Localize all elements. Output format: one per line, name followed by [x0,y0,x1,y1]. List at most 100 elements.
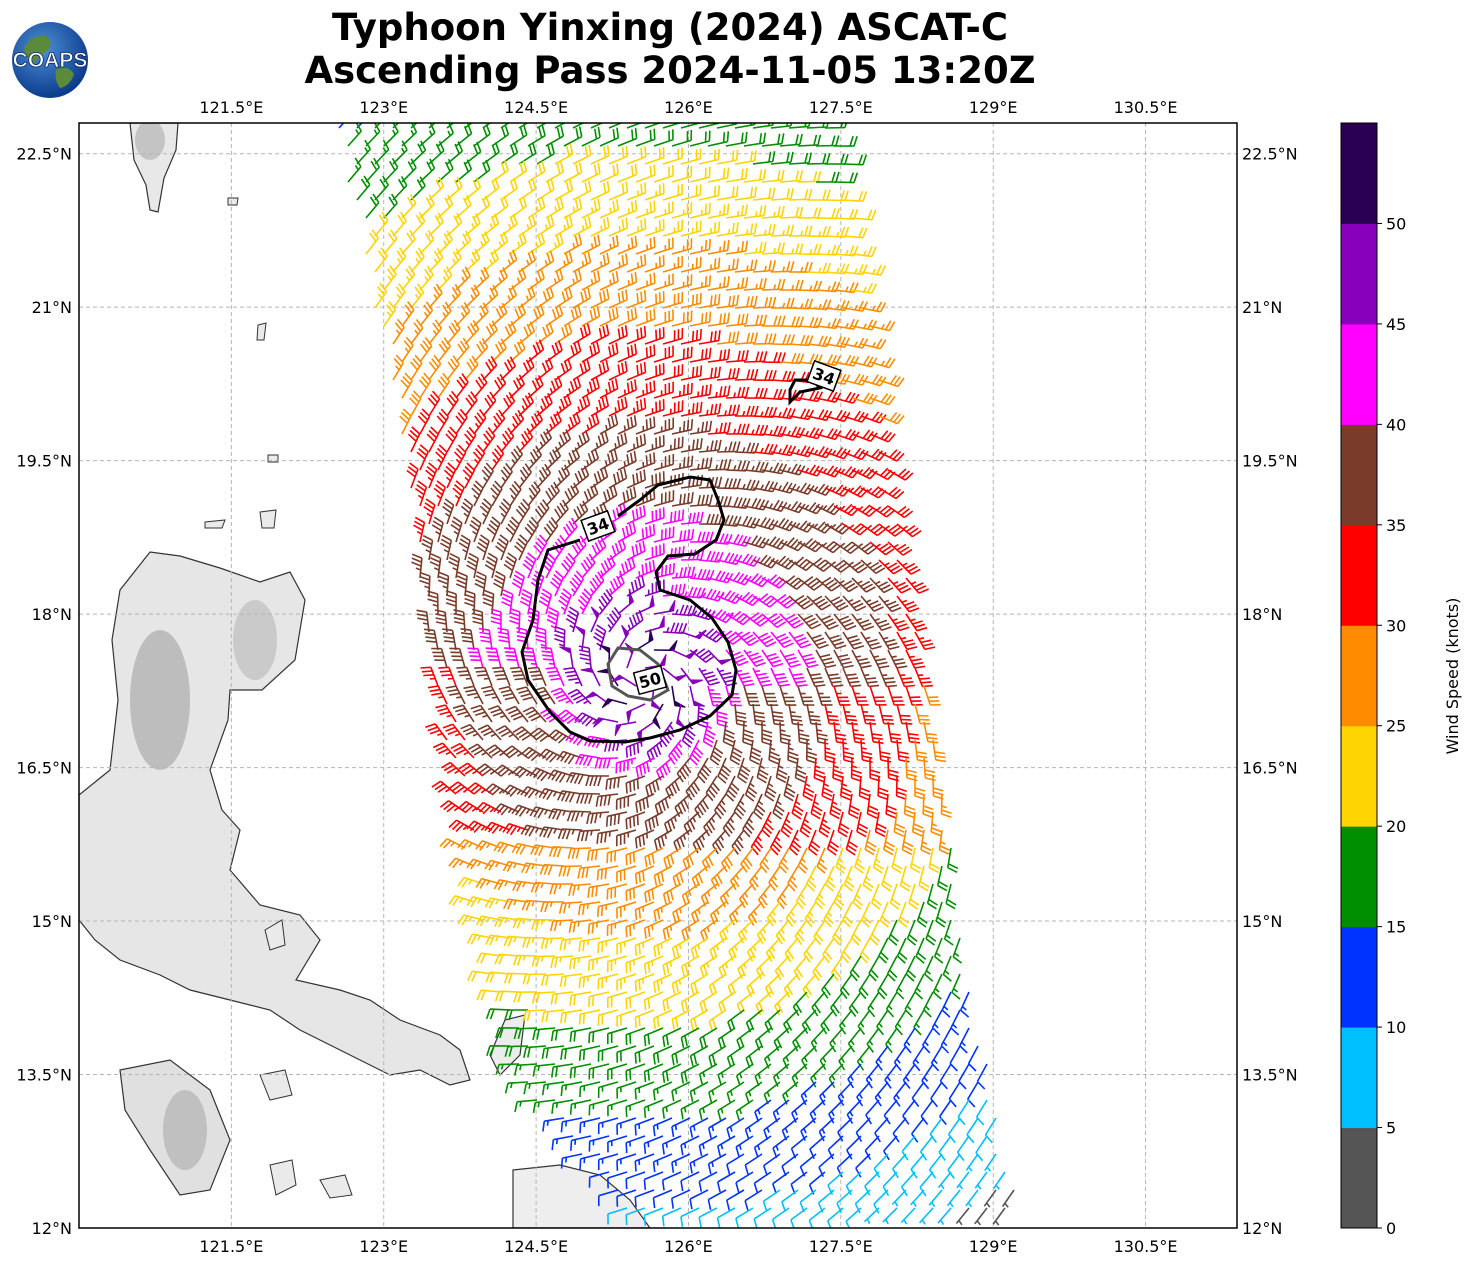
wind-barb [392,140,408,165]
wind-barb [587,955,610,971]
wind-barb [635,128,656,147]
wind-barb [437,230,453,255]
wind-barb [514,534,529,561]
wind-barb [780,279,804,291]
wind-barb [617,199,638,219]
wind-barb [950,1009,961,1036]
wind-barb [824,631,847,650]
wind-barb [680,365,703,381]
wind-barb [513,991,538,1003]
lon-ticks-bottom: 121.5°E 123°E 124.5°E 126°E 127.5°E 129°E 130.… [199,1237,1177,1256]
wind-barb [449,781,475,795]
wind-barb-flag [574,625,586,637]
wind-barb [606,883,628,900]
wind-barb [570,1135,592,1151]
wind-barb [797,538,824,553]
wind-barb [879,901,891,928]
wind-barb [522,973,547,985]
wind-barb [699,1027,718,1049]
wind-barb-flag [601,698,614,709]
colorbar-tick-label: 15 [1386,918,1406,937]
wind-barb [513,1063,538,1076]
wind-barb [914,703,931,725]
wind-barb [716,1171,736,1193]
wind-barb [830,955,844,982]
wind-barb [797,847,809,874]
wind-barb [885,793,897,819]
wind-barb [443,462,457,489]
wind-barb [365,229,379,255]
wind-barb [945,883,957,910]
wind-barb [532,1063,556,1077]
wind-barb [503,898,529,910]
wind-barb [662,219,683,237]
wind-barb [446,319,461,345]
wind-barb [545,304,564,327]
wind-barb [653,973,673,993]
wind-barb [839,973,853,1000]
wind-barb [625,991,646,1010]
wind-barb [788,556,815,572]
wind-barb [545,411,562,435]
wind-barb [680,148,702,165]
wind-barb [762,1189,781,1212]
wind-barb [560,1081,583,1097]
wind-barb [475,915,502,927]
wind-barb [538,588,553,615]
wind-barb [590,216,610,237]
wind-barb [568,919,592,933]
wind-barb [560,1009,583,1024]
wind-barb [845,1207,862,1228]
wind-barb [956,1135,970,1162]
wind-barb [887,685,905,706]
wind-barb [737,757,751,784]
wind-barb [773,991,790,1016]
wind-barb [922,991,934,1018]
wind-barb [608,503,627,525]
wind-barb [554,179,574,201]
wind-barb [937,1207,952,1226]
wind-barb [554,286,573,309]
wind-barb [707,1189,727,1210]
wind-barb-flag [590,606,600,620]
lon-tick-label-bottom: 126°E [664,1237,713,1256]
wind-barb [607,1171,628,1189]
wind-barb [512,917,538,929]
wind-barb [643,1135,664,1154]
wind-barb [806,483,833,496]
wind-barb [815,540,842,554]
colorbar-tick-label: 25 [1386,717,1406,736]
contour-label-34-main: 34 [580,509,616,543]
wind-barb [581,305,601,327]
wind-barb-flag [717,658,732,665]
wind-barb [643,991,664,1011]
wind-barb [599,127,620,147]
wind-barb [644,291,665,309]
wind-barb [833,245,859,257]
wind-barb [606,607,622,633]
lat-tick-label-left: 21°N [32,298,72,317]
wind-barb [671,1189,691,1209]
wind-barb [616,1045,637,1063]
wind-barb [392,211,407,237]
colorbar-segment [1341,524,1377,626]
wind-barb [869,430,896,443]
wind-barb [484,859,511,871]
wind-barb [914,631,936,651]
wind-barb [626,254,647,273]
wind-barb [707,312,730,327]
wind-barb [698,185,721,201]
wind-barb [426,426,440,453]
wind-barb [716,1207,736,1228]
wind-barb [808,1207,826,1228]
wind-barb [491,195,509,219]
wind-barb [504,1009,528,1021]
wind-barb [835,847,847,874]
wind-barb [560,1117,583,1133]
wind-barb [878,374,905,388]
wind-barb [653,490,675,507]
wind-barb [458,762,484,777]
wind-barb [662,400,684,417]
wind-barb [824,522,851,535]
